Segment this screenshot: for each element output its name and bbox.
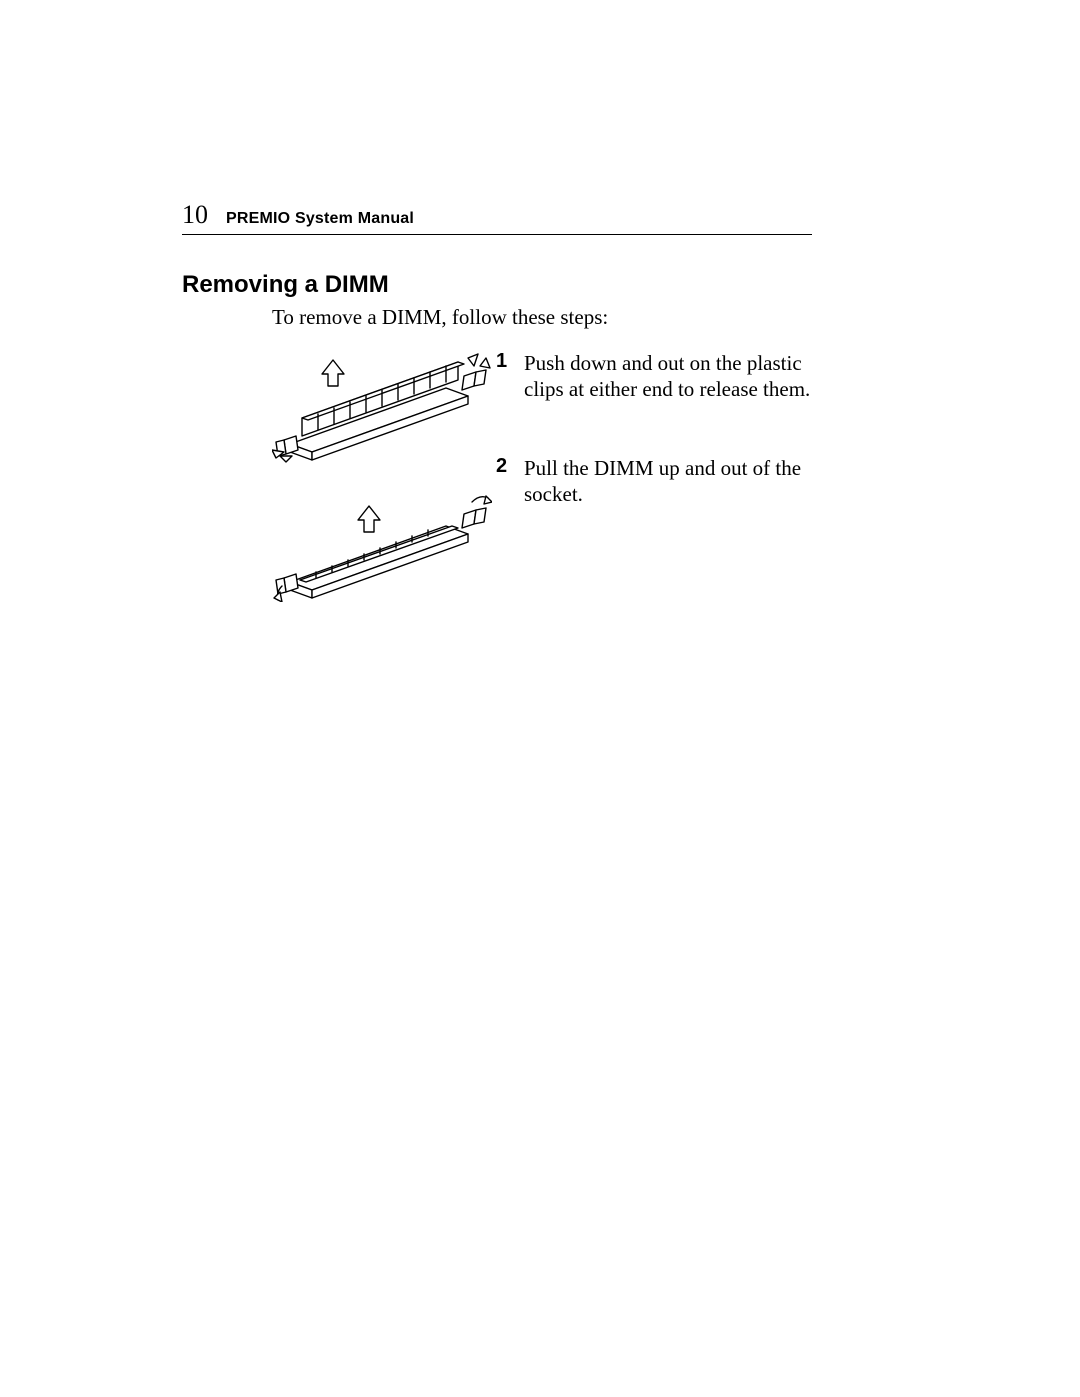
page-header: 10 PREMIO System Manual (182, 200, 812, 235)
steps-column: 1 Push down and out on the plastic clips… (492, 344, 910, 553)
dimm-figure-step2 (272, 482, 492, 602)
dimm-figure-step1 (272, 344, 492, 464)
step-number: 1 (496, 350, 524, 373)
section-heading: Removing a DIMM (182, 271, 910, 299)
page: 10 PREMIO System Manual Removing a DIMM … (0, 0, 1080, 1397)
step-text: Push down and out on the plastic clips a… (524, 350, 834, 403)
step-number: 2 (496, 455, 524, 478)
step-1: 1 Push down and out on the plastic clips… (496, 344, 910, 403)
manual-title: PREMIO System Manual (226, 210, 414, 228)
section-intro: To remove a DIMM, follow these steps: (272, 305, 910, 330)
step-text: Pull the DIMM up and out of the socket. (524, 455, 834, 508)
content-row: 1 Push down and out on the plastic clips… (182, 344, 910, 602)
page-number: 10 (182, 200, 208, 230)
figure-column (272, 344, 492, 602)
step-2: 2 Pull the DIMM up and out of the socket… (496, 449, 910, 508)
